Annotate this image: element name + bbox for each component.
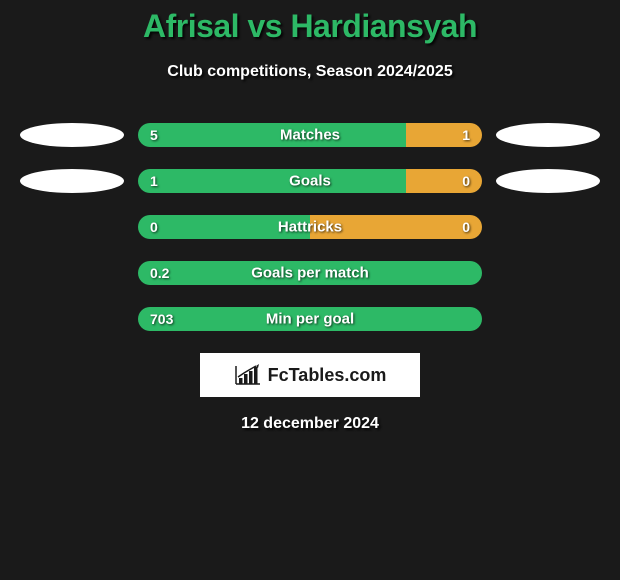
stat-label: Hattricks [278,219,342,236]
stat-label: Goals [289,173,331,190]
stat-row: 10 Goals [0,169,620,193]
page-title: Afrisal vs Hardiansyah [0,0,620,45]
brand-logo-box: FcTables.com [200,353,420,397]
stat-left-value: 1 [138,169,406,193]
page-subtitle: Club competitions, Season 2024/2025 [0,63,620,81]
stat-right-value: 0 [406,169,482,193]
stats-container: 51Matches10Goals00Hattricks0.2Goals per … [0,123,620,331]
footer-date: 12 december 2024 [0,415,620,433]
left-badge [20,169,124,193]
stat-bar: 703Min per goal [138,307,482,331]
brand-logo-text: FcTables.com [268,365,387,386]
stat-label: Goals per match [251,265,369,282]
right-badge [496,123,600,147]
left-badge [20,123,124,147]
stat-bar: 10 Goals [138,169,482,193]
stat-bar: 51 Matches [138,123,482,147]
stat-label: Min per goal [266,311,354,328]
stat-right-value: 1 [406,123,482,147]
right-badge [496,169,600,193]
stat-row: 0.2Goals per match [0,261,620,285]
stat-bar: 00Hattricks [138,215,482,239]
stat-label: Matches [280,127,340,144]
chart-icon [234,364,262,386]
stat-row: 51 Matches [0,123,620,147]
stat-left-value: 5 [138,123,406,147]
stat-row: 00Hattricks [0,215,620,239]
stat-bar: 0.2Goals per match [138,261,482,285]
stat-row: 703Min per goal [0,307,620,331]
